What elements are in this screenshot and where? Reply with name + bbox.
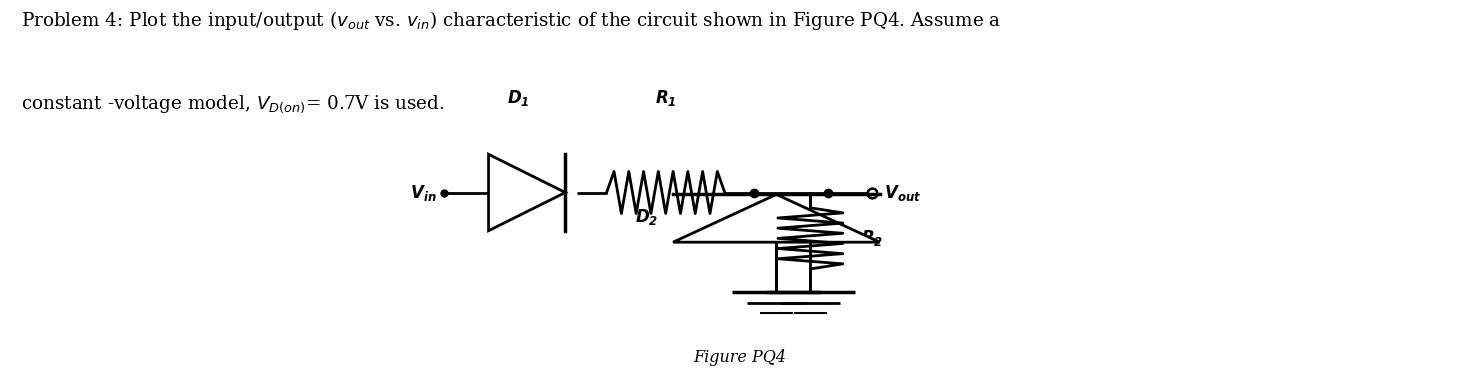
Text: $\bfit{V}$$\bfit{_{in}}$: $\bfit{V}$$\bfit{_{in}}$ — [410, 182, 436, 203]
Text: $\bfit{V}$$\bfit{_{out}}$: $\bfit{V}$$\bfit{_{out}}$ — [884, 182, 921, 203]
Polygon shape — [488, 154, 565, 231]
Text: constant -voltage model, $V_{D(on)}$= 0.7V is used.: constant -voltage model, $V_{D(on)}$= 0.… — [21, 93, 444, 115]
Text: Problem 4: Plot the input/output ($v_{out}$ vs. $v_{in}$) characteristic of the : Problem 4: Plot the input/output ($v_{ou… — [21, 9, 1001, 32]
Text: $\bfit{R_2}$: $\bfit{R_2}$ — [861, 228, 883, 248]
Polygon shape — [673, 194, 880, 242]
Text: $\bfit{D_2}$: $\bfit{D_2}$ — [634, 208, 658, 228]
Text: $\bfit{D_1}$: $\bfit{D_1}$ — [507, 89, 529, 109]
Text: $\bfit{R_1}$: $\bfit{R_1}$ — [655, 89, 676, 109]
Text: Figure PQ4: Figure PQ4 — [694, 350, 785, 367]
